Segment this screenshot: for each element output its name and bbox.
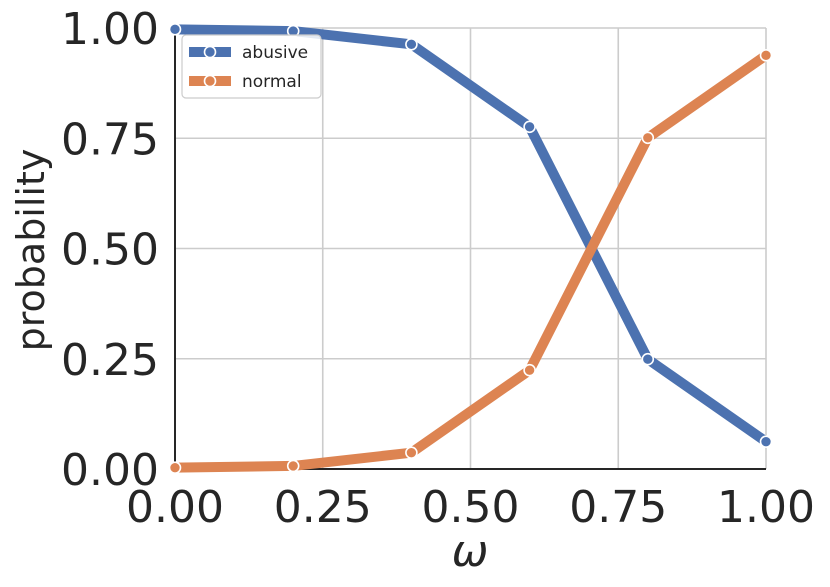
series-line-abusive	[174, 24, 769, 446]
x-tick-label: 0.25	[274, 482, 372, 533]
data-point-abusive	[168, 23, 182, 36]
y-tick-label: 0.25	[61, 335, 159, 386]
x-tick-labels: 0.00 0.25 0.50 0.75 1.00	[126, 482, 815, 533]
legend-item-normal: normal	[189, 72, 302, 92]
x-tick-label: 0.50	[422, 482, 520, 533]
legend-marker-normal	[203, 74, 217, 88]
y-tick-label: 0.75	[61, 114, 159, 165]
data-point-normal	[523, 363, 536, 377]
legend-item-abusive: abusive	[189, 43, 308, 63]
data-point-normal	[641, 131, 655, 145]
series-group	[168, 23, 773, 474]
data-point-normal	[759, 49, 773, 62]
data-point-abusive	[523, 120, 536, 134]
data-point-normal	[405, 446, 418, 459]
series-line-normal	[174, 51, 769, 473]
x-axis-label: ω	[452, 526, 489, 577]
x-tick-label: 1.00	[717, 482, 815, 533]
x-tick-label: 0.00	[126, 482, 224, 533]
x-tick-label: 0.75	[569, 482, 667, 533]
y-tick-label: 0.50	[61, 225, 159, 276]
y-tick-labels: 0.00 0.25 0.50 0.75 1.00	[61, 4, 159, 496]
legend-label-normal: normal	[242, 72, 302, 92]
legend-label-abusive: abusive	[242, 43, 308, 63]
y-axis-label: probability	[9, 149, 53, 352]
y-tick-label: 0.00	[61, 445, 159, 496]
data-point-abusive	[641, 352, 655, 366]
legend-marker-abusive	[203, 45, 217, 59]
series-abusive	[168, 23, 773, 448]
legend: abusive normal	[181, 34, 322, 99]
data-point-normal	[168, 461, 182, 474]
y-tick-label: 1.00	[61, 4, 159, 55]
data-point-normal	[286, 459, 300, 473]
data-point-abusive	[405, 38, 418, 51]
data-point-abusive	[759, 435, 773, 448]
series-normal	[168, 49, 773, 474]
